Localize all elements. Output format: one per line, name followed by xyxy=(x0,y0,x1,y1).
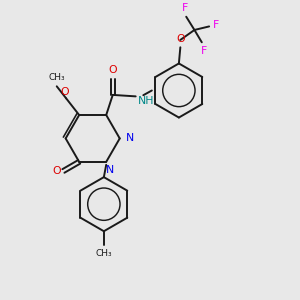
Text: N: N xyxy=(126,133,134,142)
Text: F: F xyxy=(201,46,207,56)
Text: O: O xyxy=(60,87,69,97)
Text: O: O xyxy=(177,34,185,44)
Text: CH₃: CH₃ xyxy=(95,249,112,258)
Text: CH₃: CH₃ xyxy=(48,73,65,82)
Text: O: O xyxy=(52,166,61,176)
Text: NH: NH xyxy=(138,96,154,106)
Text: O: O xyxy=(108,65,117,75)
Text: F: F xyxy=(182,3,188,13)
Text: N: N xyxy=(106,165,114,175)
Text: F: F xyxy=(213,20,219,30)
